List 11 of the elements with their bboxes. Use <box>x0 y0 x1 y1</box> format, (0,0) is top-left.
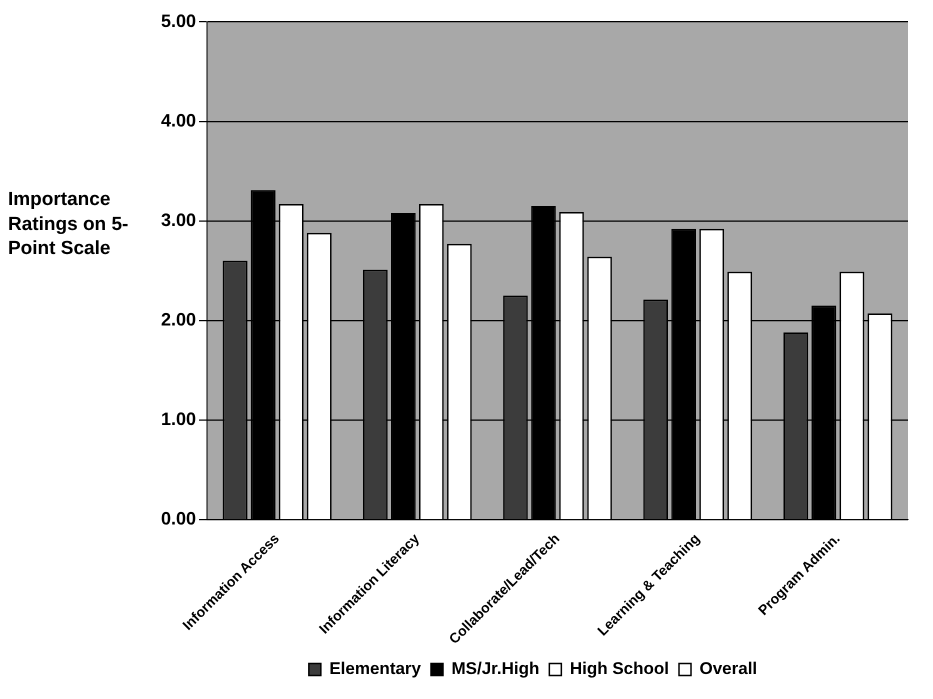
y-tick-label: 2.00 <box>160 310 196 330</box>
y-tick-label: 3.00 <box>160 210 196 230</box>
legend-label: MS/Jr.High <box>452 659 540 678</box>
legend-label: Elementary <box>329 659 422 678</box>
legend-label: Overall <box>700 659 758 678</box>
y-axis-title: Importance Ratings on 5-Point Scale <box>8 188 130 262</box>
legend-label: High School <box>570 659 670 678</box>
y-tick-label: 1.00 <box>160 409 196 430</box>
y-tick-label: 4.00 <box>160 110 196 130</box>
y-tick-label: 0.00 <box>160 508 196 529</box>
y-tick-label: 5.00 <box>160 10 196 31</box>
